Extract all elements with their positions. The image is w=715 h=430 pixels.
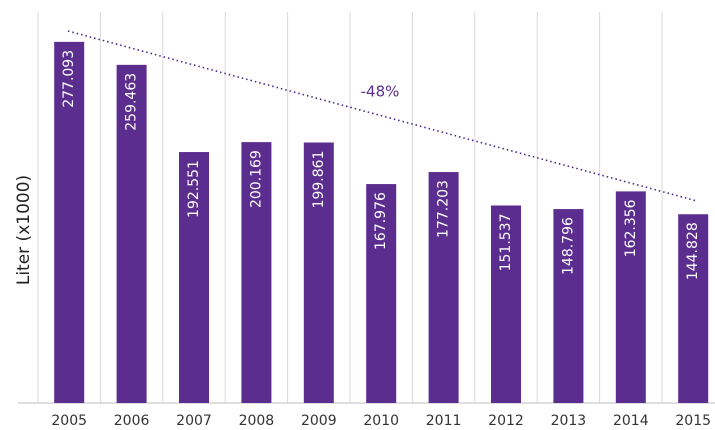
x-tick-label: 2008 (239, 413, 275, 429)
value-label: 259.463 (124, 73, 140, 131)
value-label: 167.976 (373, 192, 389, 250)
trend-line (67, 30, 698, 202)
x-tick-label: 2010 (363, 413, 399, 429)
y-axis-label: Liter (x1000) (14, 175, 34, 285)
x-tick-label: 2005 (51, 413, 87, 429)
x-tick-label: 2007 (176, 413, 212, 429)
bar (179, 152, 209, 403)
x-tick-label: 2009 (301, 413, 337, 429)
value-label: 199.861 (311, 151, 327, 209)
x-tick-label: 2015 (675, 413, 711, 429)
bar (241, 142, 272, 403)
x-tick-label: 2012 (488, 413, 524, 429)
bar (491, 205, 521, 403)
value-label: 177.203 (436, 180, 452, 238)
bar (678, 214, 709, 403)
x-tick-label: 2011 (426, 413, 462, 429)
x-tick-label: 2006 (114, 413, 150, 429)
value-label: 200.169 (248, 150, 264, 208)
bar (54, 41, 85, 403)
value-label: 192.551 (186, 160, 202, 218)
value-label: 277.093 (61, 50, 77, 108)
value-label: 148.796 (560, 217, 576, 275)
value-label: 162.356 (623, 199, 639, 257)
x-tick-label: 2014 (613, 413, 649, 429)
value-label: 151.537 (498, 213, 514, 271)
bar (553, 209, 584, 403)
bar (116, 64, 147, 403)
bar (428, 172, 459, 403)
x-tick-label: 2013 (551, 413, 587, 429)
trend-annotation: -48% (361, 83, 400, 101)
value-label: 144.828 (685, 222, 701, 280)
bar (615, 191, 646, 403)
bar (303, 142, 334, 403)
bar (366, 184, 397, 403)
